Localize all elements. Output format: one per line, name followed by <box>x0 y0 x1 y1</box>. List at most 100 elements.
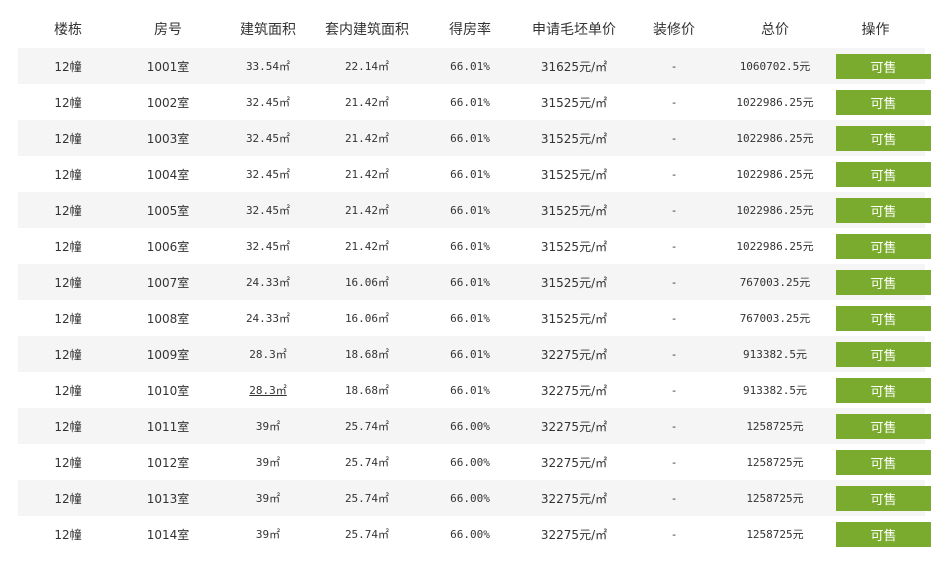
ratio-text: 66.01% <box>450 312 490 325</box>
cell-ratio: 66.00% <box>416 444 524 480</box>
unit-price-text: 32275元/㎡ <box>540 455 608 470</box>
available-button[interactable]: 可售 <box>836 449 931 475</box>
building-text: 12幢 <box>54 59 82 74</box>
unit-price-text: 31525元/㎡ <box>540 131 608 146</box>
cell-decor: - <box>624 480 724 516</box>
cell-action: 可售 <box>826 228 931 264</box>
cell-ratio: 66.00% <box>416 516 524 552</box>
available-button[interactable]: 可售 <box>836 161 931 187</box>
cell-area: 24.33㎡ <box>218 300 318 336</box>
available-button[interactable]: 可售 <box>836 413 931 439</box>
cell-inner-area: 25.74㎡ <box>318 408 416 444</box>
available-button[interactable]: 可售 <box>836 341 931 367</box>
cell-room: 1005室 <box>118 192 218 228</box>
cell-ratio: 66.01% <box>416 336 524 372</box>
room-text: 1014室 <box>146 527 190 542</box>
cell-area: 39㎡ <box>218 480 318 516</box>
cell-action: 可售 <box>826 372 931 408</box>
inner-area-text: 21.42㎡ <box>344 132 390 145</box>
available-button[interactable]: 可售 <box>836 125 931 151</box>
building-text: 12幢 <box>54 95 82 110</box>
inner-area-text: 21.42㎡ <box>344 96 390 109</box>
decor-text: - <box>670 168 678 181</box>
unit-price-text: 32275元/㎡ <box>540 491 608 506</box>
unit-price-text: 31525元/㎡ <box>540 239 608 254</box>
total-text: 1022986.25元 <box>736 132 814 145</box>
total-text: 1022986.25元 <box>736 96 814 109</box>
ratio-text: 66.01% <box>450 348 490 361</box>
ratio-text: 66.00% <box>450 456 490 469</box>
cell-action: 可售 <box>826 48 931 84</box>
cell-area: 33.54㎡ <box>218 48 318 84</box>
cell-total: 913382.5元 <box>724 336 826 372</box>
cell-ratio: 66.01% <box>416 48 524 84</box>
inner-area-text: 25.74㎡ <box>344 528 390 541</box>
cell-room: 1007室 <box>118 264 218 300</box>
cell-room: 1010室 <box>118 372 218 408</box>
ratio-text: 66.01% <box>450 240 490 253</box>
cell-unit-price: 32275元/㎡ <box>524 336 624 372</box>
cell-building: 12幢 <box>18 48 118 84</box>
ratio-text: 66.01% <box>450 384 490 397</box>
area-text: 24.33㎡ <box>245 276 291 289</box>
cell-room: 1014室 <box>118 516 218 552</box>
total-text: 1060702.5元 <box>739 60 811 73</box>
cell-room: 1002室 <box>118 84 218 120</box>
unit-price-text: 31625元/㎡ <box>540 59 608 74</box>
available-button[interactable]: 可售 <box>836 233 931 259</box>
building-text: 12幢 <box>54 491 82 506</box>
available-button[interactable]: 可售 <box>836 53 931 79</box>
cell-unit-price: 31625元/㎡ <box>524 48 624 84</box>
table-row: 12幢 1009室 28.3㎡ 18.68㎡ 66.01% 32275元/㎡ - 913382… <box>18 336 931 372</box>
cell-ratio: 66.01% <box>416 300 524 336</box>
total-text: 1022986.25元 <box>736 240 814 253</box>
cell-unit-price: 31525元/㎡ <box>524 156 624 192</box>
area-text: 39㎡ <box>255 420 281 433</box>
building-text: 12幢 <box>54 275 82 290</box>
total-text: 767003.25元 <box>739 276 811 289</box>
ratio-text: 66.01% <box>450 204 490 217</box>
available-button[interactable]: 可售 <box>836 269 931 295</box>
cell-area: 32.45㎡ <box>218 84 318 120</box>
room-text: 1012室 <box>146 455 190 470</box>
cell-action: 可售 <box>826 516 931 552</box>
room-text: 1001室 <box>146 59 190 74</box>
available-button[interactable]: 可售 <box>836 305 931 331</box>
available-button[interactable]: 可售 <box>836 485 931 511</box>
cell-decor: - <box>624 444 724 480</box>
cell-total: 1258725元 <box>724 408 826 444</box>
inner-area-text: 16.06㎡ <box>344 312 390 325</box>
unit-price-text: 31525元/㎡ <box>540 203 608 218</box>
available-button[interactable]: 可售 <box>836 197 931 223</box>
available-button[interactable]: 可售 <box>836 521 931 547</box>
cell-ratio: 66.01% <box>416 372 524 408</box>
available-button[interactable]: 可售 <box>836 377 931 403</box>
header-action: 操作 <box>861 22 890 38</box>
cell-decor: - <box>624 84 724 120</box>
total-text: 1258725元 <box>746 492 804 505</box>
header-ratio: 得房率 <box>449 22 491 38</box>
cell-inner-area: 25.74㎡ <box>318 444 416 480</box>
header-unit-price: 申请毛坯单价 <box>532 22 616 38</box>
ratio-text: 66.01% <box>450 168 490 181</box>
cell-unit-price: 32275元/㎡ <box>524 372 624 408</box>
cell-total: 1258725元 <box>724 480 826 516</box>
cell-unit-price: 31525元/㎡ <box>524 192 624 228</box>
cell-room: 1008室 <box>118 300 218 336</box>
table-row: 12幢 1007室 24.33㎡ 16.06㎡ 66.01% 31525元/㎡ - 76700… <box>18 264 931 300</box>
cell-room: 1006室 <box>118 228 218 264</box>
cell-inner-area: 16.06㎡ <box>318 300 416 336</box>
cell-building: 12幢 <box>18 336 118 372</box>
cell-unit-price: 31525元/㎡ <box>524 120 624 156</box>
cell-ratio: 66.01% <box>416 228 524 264</box>
cell-unit-price: 32275元/㎡ <box>524 408 624 444</box>
table-row: 12幢 1001室 33.54㎡ 22.14㎡ 66.01% 31625元/㎡ - 10607… <box>18 48 931 84</box>
table-row: 12幢 1003室 32.45㎡ 21.42㎡ 66.01% 31525元/㎡ - 10229… <box>18 120 931 156</box>
cell-room: 1013室 <box>118 480 218 516</box>
table-header: 楼栋 房号 建筑面积 套内建筑面积 得房率 申请毛坯单价 装修价 总价 操作 <box>18 10 925 48</box>
room-text: 1006室 <box>146 239 190 254</box>
decor-text: - <box>670 60 678 73</box>
available-button[interactable]: 可售 <box>836 89 931 115</box>
ratio-text: 66.00% <box>450 420 490 433</box>
room-text: 1009室 <box>146 347 190 362</box>
